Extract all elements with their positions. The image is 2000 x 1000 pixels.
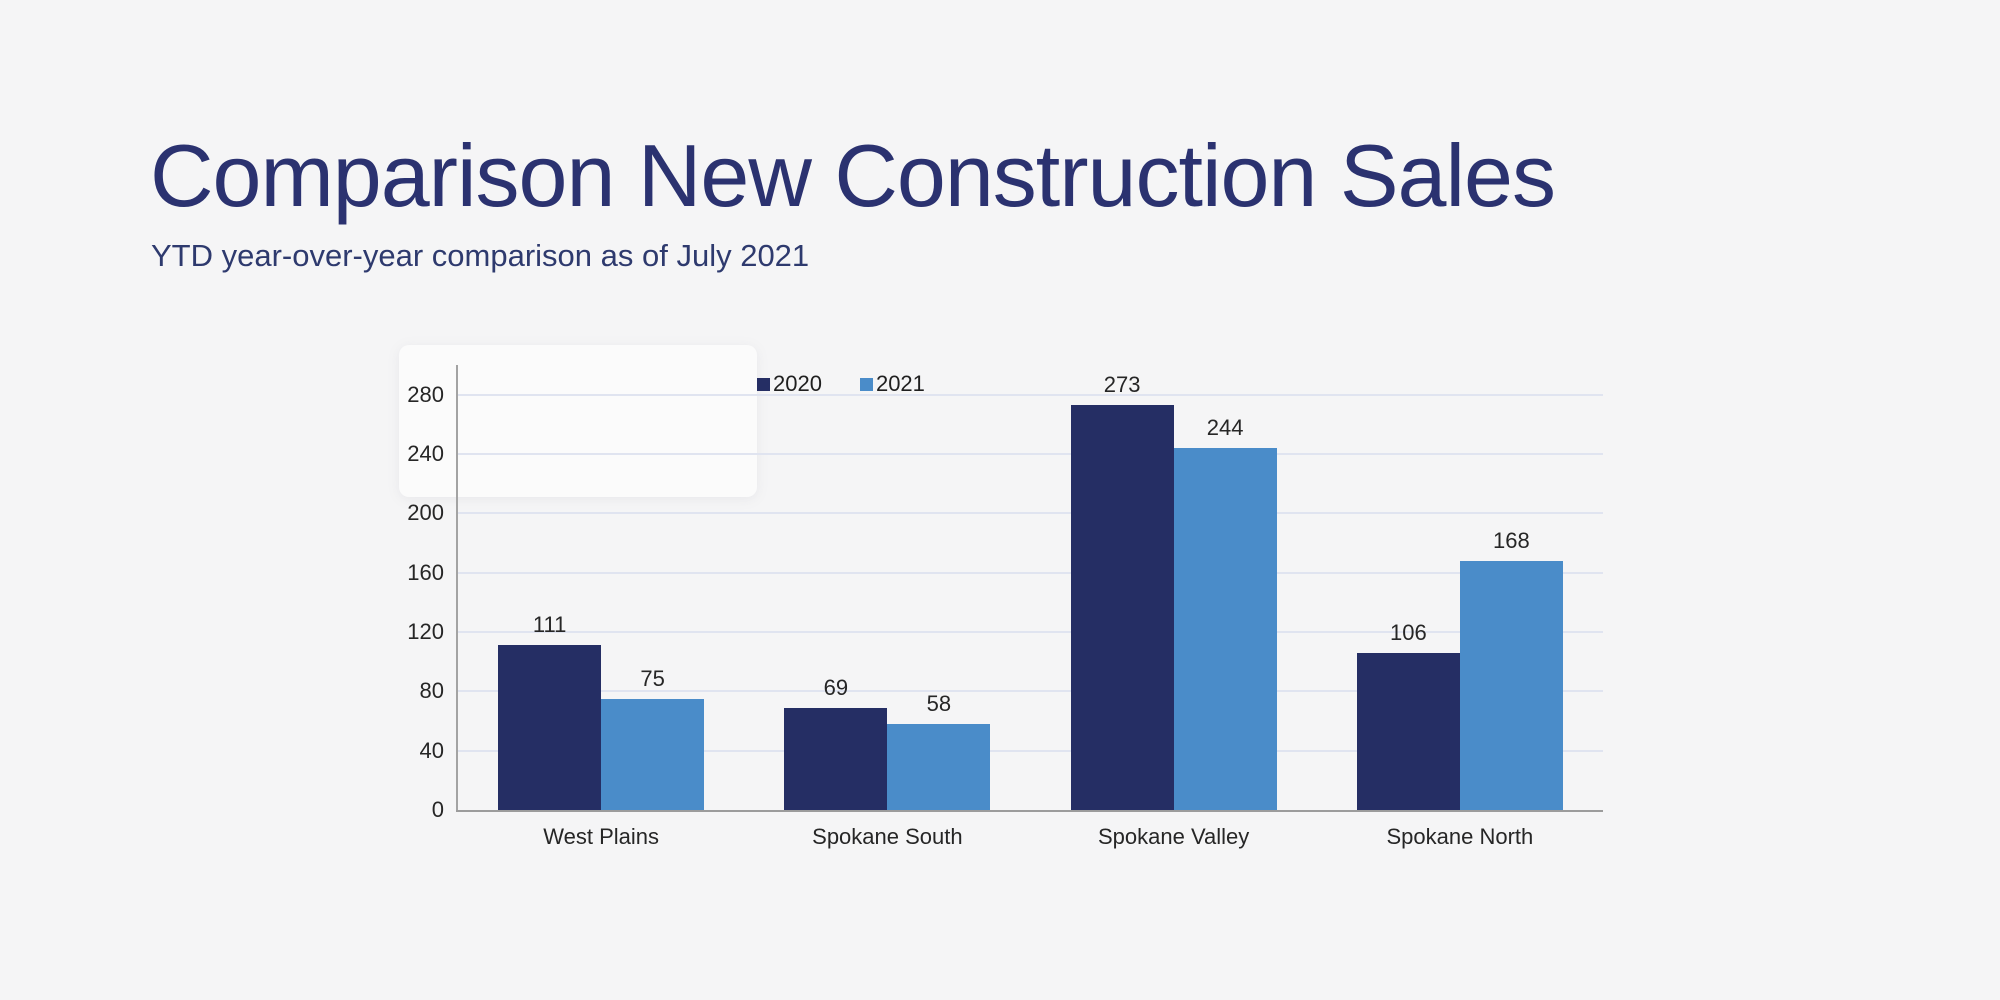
gridline-80 xyxy=(458,690,1603,693)
page-title: Comparison New Construction Sales xyxy=(150,126,1556,225)
gridline-200 xyxy=(458,512,1603,515)
category-label-spokane-south: Spokane South xyxy=(812,824,963,849)
category-label-spokane-north: Spokane North xyxy=(1386,824,1534,849)
bar-value-label-2021-spokane-north: 168 xyxy=(1493,527,1530,553)
background-highlight-panel xyxy=(399,345,757,497)
y-tick-label-160: 160 xyxy=(407,559,444,585)
y-tick-label-40: 40 xyxy=(419,737,444,763)
gridline-280 xyxy=(458,393,1603,396)
legend-label-2020: 2020 xyxy=(773,371,822,396)
y-tick-label-120: 120 xyxy=(407,619,444,644)
legend-swatch-2021 xyxy=(859,377,873,391)
gridline-120 xyxy=(458,631,1603,633)
y-axis-line xyxy=(456,365,458,812)
y-tick-label-280: 280 xyxy=(407,381,444,407)
bar-value-label-2021-spokane-south: 58 xyxy=(926,690,952,716)
bar-value-label-2020-spokane-valley: 273 xyxy=(1103,372,1141,398)
chart-legend: 2020 2021 xyxy=(757,373,925,395)
bar-value-label-2020-spokane-north: 106 xyxy=(1390,619,1427,645)
category-label-spokane-valley: Spokane Valley xyxy=(1098,824,1250,849)
bar-value-label-2020-spokane-south: 69 xyxy=(823,674,849,700)
gridline-240 xyxy=(458,453,1603,455)
bar-2020-spokane-valley xyxy=(1070,405,1174,810)
legend-swatch-2020 xyxy=(757,377,770,391)
bar-2021-west-plains xyxy=(601,698,705,810)
y-tick-label-240: 240 xyxy=(407,441,444,466)
legend-item-2020: 2020 xyxy=(757,373,822,395)
x-axis-line xyxy=(456,810,1603,812)
gridline-40 xyxy=(458,749,1603,752)
bar-2021-spokane-valley xyxy=(1173,448,1277,810)
legend-label-2021: 2021 xyxy=(875,371,925,396)
bar-value-label-2021-west-plains: 75 xyxy=(640,665,665,691)
y-tick-label-0: 0 xyxy=(431,797,444,822)
y-tick-label-200: 200 xyxy=(407,500,444,526)
y-tick-label-80: 80 xyxy=(419,678,444,704)
bar-2020-west-plains xyxy=(498,645,602,810)
bar-2021-spokane-south xyxy=(887,723,991,810)
page-subtitle: YTD year-over-year comparison as of July… xyxy=(151,238,810,273)
bar-value-label-2021-spokane-valley: 244 xyxy=(1206,415,1244,441)
category-label-west-plains: West Plains xyxy=(543,824,659,849)
bar-2020-spokane-south xyxy=(784,707,888,810)
gridline-160 xyxy=(458,571,1603,574)
bar-2021-spokane-north xyxy=(1459,560,1563,810)
legend-item-2021: 2021 xyxy=(859,371,925,396)
bar-value-label-2020-west-plains: 111 xyxy=(532,612,567,638)
plot-area: 2020 2021 0 40 80 120 160 200 240 280 111 75 West P… xyxy=(407,365,1603,848)
bar-2020-spokane-north xyxy=(1356,652,1460,810)
